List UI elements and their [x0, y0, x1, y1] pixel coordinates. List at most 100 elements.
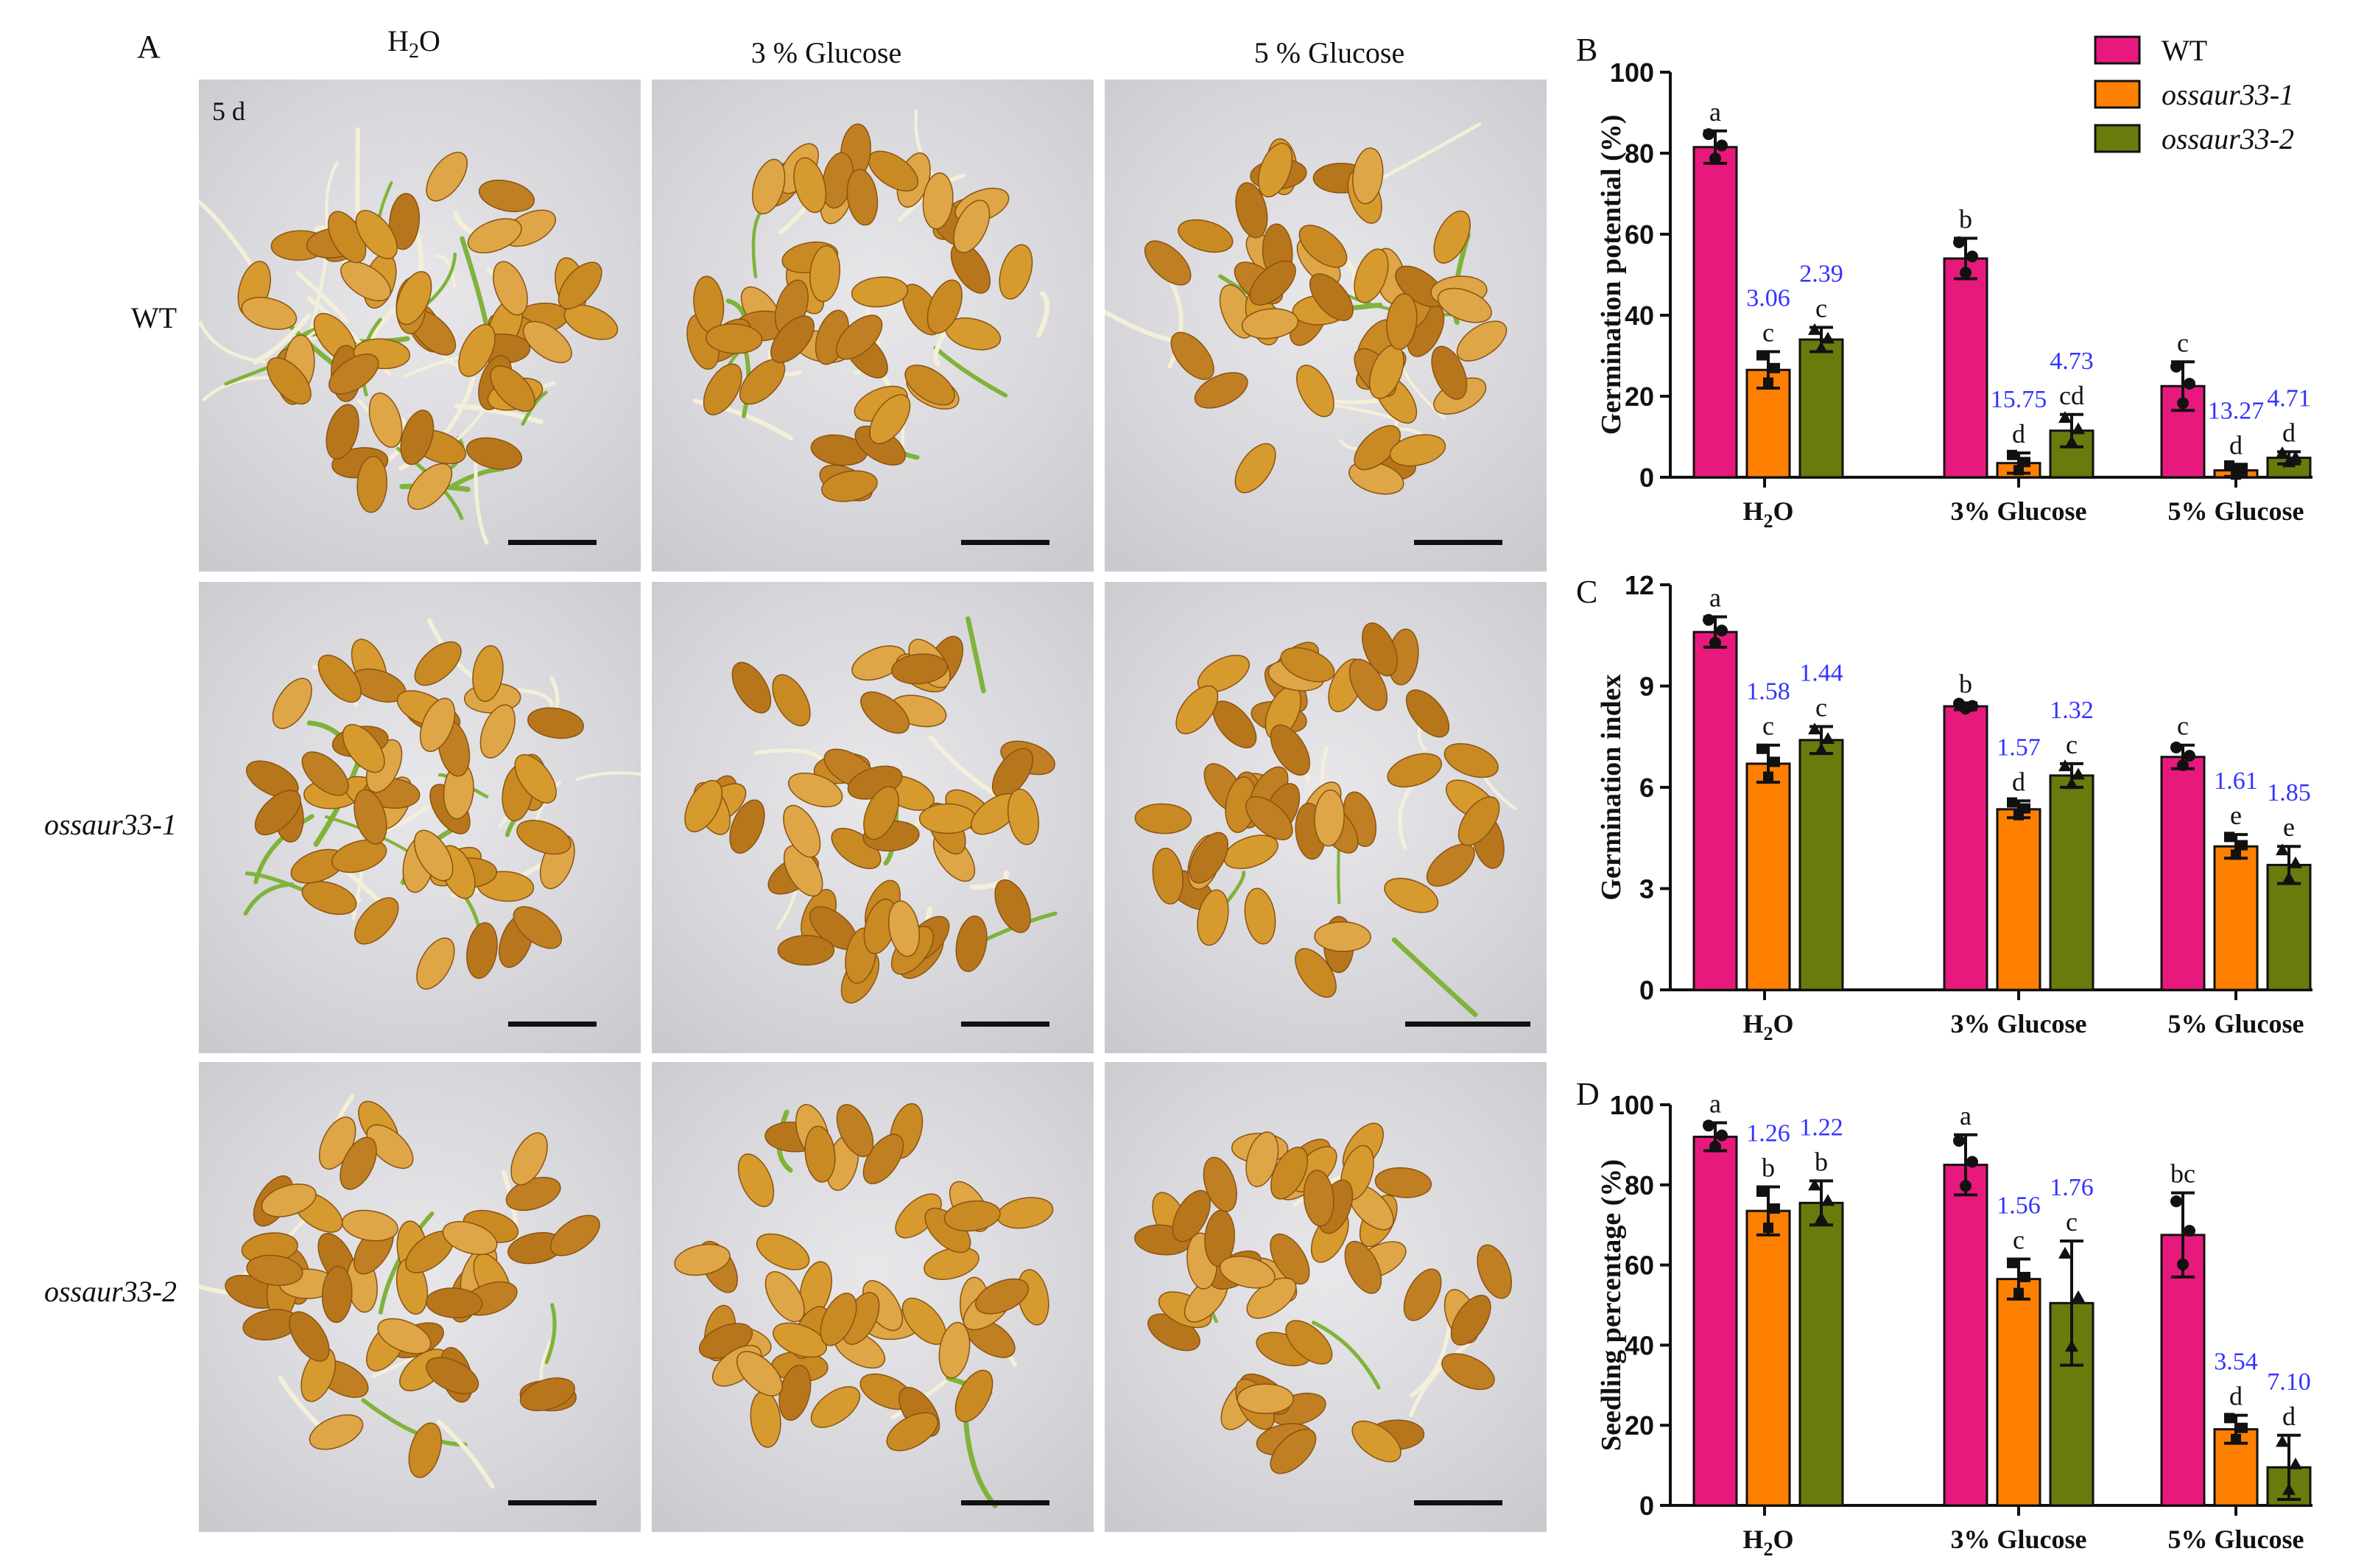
seed [1245, 1131, 1279, 1187]
seed-photo-wt-h2o: 5 d [199, 80, 641, 572]
seed [389, 193, 421, 250]
bar-wt [1692, 146, 1738, 479]
significance-letter: c [1762, 711, 1774, 741]
seed [328, 354, 379, 395]
seed [975, 1278, 1030, 1315]
seed-cluster [199, 1094, 600, 1489]
significance-letter: c [2177, 328, 2189, 357]
seed [523, 320, 572, 364]
y-tick-label: 3 [1639, 874, 1654, 904]
seed [1352, 147, 1384, 205]
sprout [199, 199, 257, 273]
seed [1270, 724, 1310, 776]
seed [1295, 948, 1337, 998]
significance-letter: d [2229, 430, 2243, 460]
y-tick-label: 20 [1625, 1410, 1654, 1441]
seed [1172, 1189, 1211, 1242]
seed [395, 271, 432, 326]
seed [891, 653, 949, 685]
seed [783, 804, 821, 858]
legend-label-ossaur33-2: ossaur33-2 [2162, 122, 2294, 155]
data-point [1808, 323, 1821, 335]
seed [1348, 658, 1388, 711]
data-point [1709, 636, 1721, 649]
seed [1170, 331, 1214, 380]
data-point [2224, 460, 2234, 471]
data-point [2013, 1287, 2024, 1298]
seed [1235, 182, 1268, 239]
seed [804, 1125, 836, 1183]
sprout [751, 210, 763, 278]
data-point [1756, 350, 1767, 361]
seed [321, 1265, 353, 1323]
data-point [1821, 732, 1835, 744]
significance-letter: c [2013, 1225, 2025, 1254]
data-point [1953, 1134, 1965, 1147]
seed [1270, 1428, 1317, 1474]
seed [514, 754, 557, 804]
data-point [1763, 1223, 1773, 1234]
fold-change-label: 13.27 [2208, 397, 2265, 424]
significance-letter: c [1815, 693, 1827, 723]
fold-change-label: 1.56 [1997, 1192, 2041, 1219]
fold-change-label: 15.75 [1991, 386, 2047, 413]
data-point [2237, 1422, 2248, 1433]
significance-letter: d [2282, 1402, 2296, 1431]
bar-wt [1943, 1164, 1988, 1507]
seed [563, 304, 619, 340]
y-axis-label: Germination index [1596, 674, 1627, 900]
seed [466, 922, 498, 980]
seed [1189, 832, 1228, 884]
seed [1257, 142, 1293, 198]
fold-change-label: 1.32 [2050, 697, 2094, 724]
panel-letter-b: B [1576, 32, 1597, 68]
bar-ossaur33-2 [1798, 739, 1844, 991]
seed [938, 1321, 971, 1379]
seed-cluster [674, 1103, 1054, 1509]
data-point [1960, 1180, 1972, 1192]
data-point [2231, 849, 2241, 860]
bar-ossaur33-2 [2049, 774, 2095, 991]
bar-ossaur33-2 [1798, 1201, 1844, 1507]
y-tick-label: 100 [1610, 57, 1654, 88]
data-point [2237, 840, 2248, 851]
seed [519, 1377, 575, 1412]
seed [478, 179, 535, 213]
seed [788, 772, 843, 808]
bar-ossaur33-1 [1745, 762, 1791, 991]
seed [354, 897, 399, 945]
scale-bar [1414, 1500, 1502, 1505]
data-point [2177, 759, 2189, 771]
bar-ossaur33-2 [1798, 338, 1844, 479]
seed [1244, 887, 1276, 945]
x-tick-label: 3% Glucose [1951, 1525, 2087, 1554]
seed [1314, 921, 1371, 952]
fold-change-label: 1.44 [1799, 660, 1843, 687]
significance-letter: a [1709, 583, 1721, 613]
row-header-ossaur33-2: ossaur33-2 [43, 1275, 177, 1308]
seed [809, 245, 841, 303]
sprout [378, 1211, 435, 1315]
data-point [1716, 1129, 1728, 1142]
seed [1443, 742, 1499, 778]
significance-letter: c [1762, 318, 1774, 348]
seed [408, 1422, 442, 1478]
seed [493, 261, 528, 316]
data-point [2289, 1457, 2302, 1469]
data-point [2237, 464, 2248, 475]
significance-letter: c [1815, 294, 1827, 323]
seed [1441, 1353, 1495, 1391]
seed [1204, 1209, 1235, 1267]
fold-change-label: 7.10 [2267, 1368, 2311, 1396]
sprout [434, 254, 457, 290]
seed [1456, 320, 1508, 362]
seed [309, 1414, 364, 1450]
seed [783, 845, 823, 897]
seed [510, 1132, 548, 1186]
data-point [2177, 397, 2189, 409]
bar-ossaur33-1 [2213, 845, 2259, 991]
sprout [575, 771, 641, 781]
data-point [1960, 267, 1972, 279]
data-point [1966, 1156, 1978, 1168]
